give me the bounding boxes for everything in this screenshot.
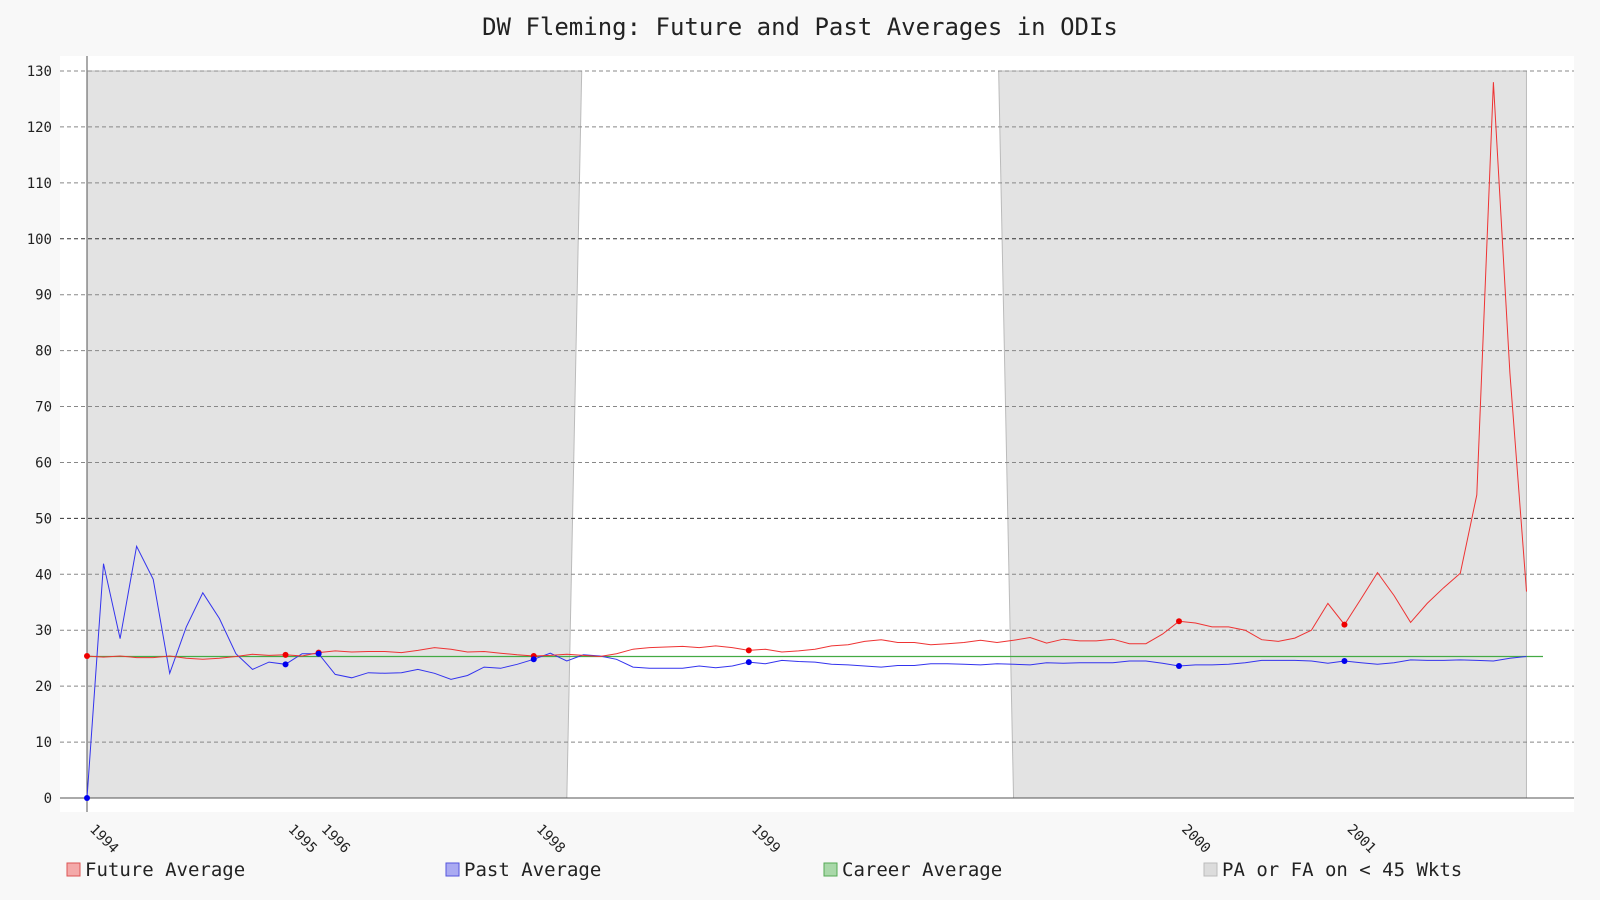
future-average-line — [86, 82, 1527, 660]
shaded-region — [998, 70, 1527, 799]
legend: Future Average Past Average Career Average… — [66, 859, 1462, 881]
series-lines — [86, 82, 1543, 799]
legend-label: Future Average — [85, 859, 245, 881]
y-tick-label: 130 — [27, 64, 52, 80]
past-average-point — [745, 659, 752, 666]
past-average-point — [315, 650, 322, 657]
future-average-point — [84, 652, 90, 659]
legend-label: Career Average — [842, 859, 1002, 881]
past-average-point — [1341, 657, 1348, 664]
y-tick-label: 30 — [35, 623, 52, 639]
y-tick-label: 110 — [27, 176, 52, 192]
past-average-point — [84, 795, 90, 801]
past-average-point — [282, 661, 289, 668]
gridlines — [60, 70, 1574, 743]
future-average-point — [745, 647, 752, 654]
legend-label: Past Average — [464, 859, 601, 881]
future-average-point — [1176, 618, 1182, 625]
legend-swatch — [445, 862, 460, 877]
y-tick-label: 60 — [35, 455, 52, 471]
chart-title: DW Fleming: Future and Past Averages in … — [482, 13, 1118, 41]
y-tick-label: 40 — [35, 567, 52, 583]
legend-swatch — [823, 862, 838, 877]
y-tick-labels: 0 10 20 30 40 50 60 70 80 90 100 110 120 130 — [27, 64, 52, 807]
legend-label: PA or FA on < 45 Wkts — [1222, 859, 1462, 881]
y-tick-label: 50 — [35, 511, 52, 527]
y-tick-label: 90 — [35, 288, 52, 304]
past-average-line — [86, 544, 1527, 799]
legend-swatch — [1203, 862, 1218, 877]
past-average-point — [1176, 663, 1182, 670]
highlighted-points — [84, 618, 1348, 801]
y-tick-label: 120 — [27, 120, 52, 136]
y-tick-label: 0 — [44, 791, 52, 807]
y-tick-label: 80 — [35, 344, 52, 360]
y-tick-label: 10 — [35, 735, 52, 751]
y-tick-label: 70 — [35, 400, 52, 416]
shaded-region — [86, 70, 583, 799]
shaded-regions — [86, 70, 1527, 799]
y-tick-label: 20 — [35, 679, 52, 695]
past-average-point — [530, 656, 537, 663]
axes — [60, 56, 1574, 812]
y-tick-label: 100 — [27, 232, 52, 248]
future-average-point — [282, 651, 289, 658]
future-average-point — [1341, 621, 1348, 628]
legend-swatch — [66, 862, 81, 877]
